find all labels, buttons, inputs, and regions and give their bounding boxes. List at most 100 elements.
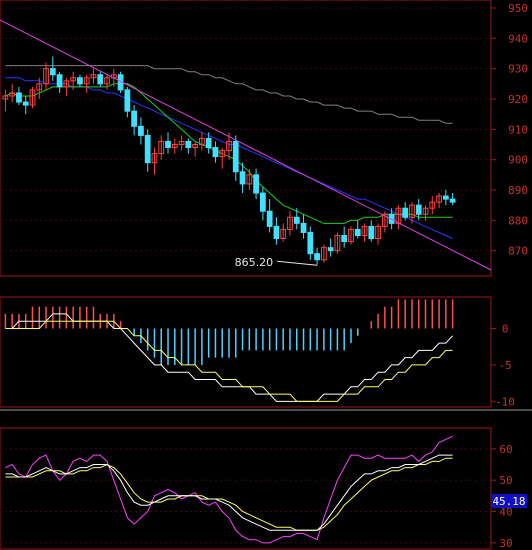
candle-body [415,204,422,215]
candle-body [287,216,293,230]
macd-y-axis: 0 -5 -10 [491,323,515,408]
price-tick-label: 930 [508,63,528,76]
candle-body [409,204,415,218]
kdj-tick-label: 30 [499,537,512,550]
macd-histogram [4,299,454,365]
macd-tick-label: -5 [498,359,511,372]
candle-body [199,137,205,146]
candle-body [253,174,259,194]
candle-body [97,74,104,85]
low-price-label: 865.20 [235,256,274,269]
price-tick-label: 920 [508,93,528,106]
kdj-j-line [5,435,453,544]
candle-body [9,92,16,97]
candle-body [442,195,449,200]
price-panel-frame [0,0,492,277]
candle-body [388,213,395,224]
candle-body [381,213,388,227]
candle-body [348,228,354,243]
candle-body [56,74,63,88]
price-panel[interactable]: 950 940 930 920 910 900 890 880 870 865.20 [0,0,528,277]
candle-body [429,201,436,209]
trendline [0,19,492,271]
kdj-lines [5,435,453,544]
candle-body [178,140,185,145]
candle-body [273,225,280,240]
kdj-panel[interactable]: 60 50 40 30 45.18 [0,427,527,550]
candle-body [259,192,266,212]
candle-body [138,125,144,136]
low-callout-pointer [277,260,318,266]
price-tick-label: 890 [508,184,528,197]
candle-body [368,225,375,240]
price-gridlines [0,7,491,252]
candle-body [70,77,77,82]
candlesticks [2,56,456,266]
kdj-tick-label: 50 [499,474,512,487]
price-tick-label: 950 [508,2,528,15]
candle-body [151,153,158,164]
candle-body [171,144,178,149]
price-tick-label: 870 [508,245,528,258]
kdj-gridlines [0,448,491,544]
candle-body [49,68,56,76]
macd-panel-frame [0,296,492,408]
macd-dea-line [5,320,453,402]
candle-body [293,216,300,224]
low-price-callout: 865.20 [235,256,318,269]
candle-body [402,207,409,218]
candle-body [300,222,307,233]
candle-body [354,228,361,237]
candle-body [83,77,90,85]
kdj-panel-frame [0,427,492,550]
kdj-k-line [5,454,453,531]
candle-body [361,225,368,236]
macd-tick-label: -10 [495,395,515,408]
candle-body [43,68,49,85]
price-tick-label: 880 [508,214,528,227]
candle-body [131,110,138,127]
kdj-d-line [5,457,453,531]
candle-body [436,195,442,203]
candle-body [307,231,314,255]
candle-body [422,207,429,215]
candle-body [90,74,97,79]
price-y-axis: 950 940 930 920 910 900 890 880 870 [491,2,528,258]
candle-body [16,92,22,103]
candle-body [314,253,320,261]
candle-body [36,83,43,91]
candle-body [2,95,9,100]
kdj-current-value-badge: 45.18 [491,494,527,508]
candle-body [226,140,232,152]
macd-tick-label: 0 [502,323,509,336]
candle-body [280,228,287,240]
candle-body [246,174,253,185]
candle-body [77,77,83,85]
candle-body [185,140,192,149]
candle-body [266,210,273,227]
kdj-tick-label: 60 [499,443,512,456]
price-tick-label: 900 [508,154,528,167]
candle-body [375,225,381,240]
candle-body [219,150,226,158]
candle-body [165,140,171,149]
candle-body [124,89,131,112]
kdj-tick-label: 40 [499,506,512,519]
candle-body [63,80,70,88]
candle-body [341,235,348,243]
candle-body [327,247,334,252]
price-tick-label: 910 [508,123,528,136]
candle-body [144,134,151,164]
candle-body [158,140,165,155]
kdj-current-value: 45.18 [492,495,525,508]
candle-body [232,140,239,173]
ma-long-line [5,65,453,124]
candle-body [192,144,199,149]
candle-body [29,89,36,106]
candle-body [334,235,341,252]
candle-body [449,198,456,203]
candle-body [212,147,219,158]
macd-panel[interactable]: 0 -5 -10 [0,296,515,408]
macd-lines [5,313,453,402]
kdj-y-axis: 60 50 40 30 [491,443,513,550]
